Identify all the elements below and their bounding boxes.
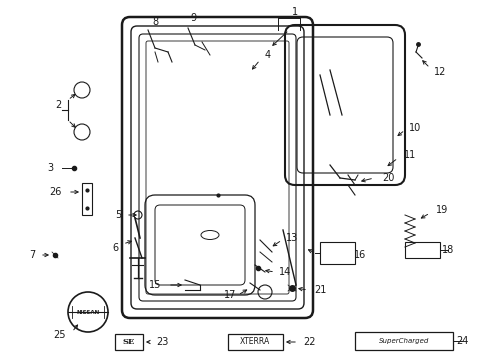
Bar <box>227 334 283 350</box>
Bar <box>404 242 439 258</box>
Text: 6: 6 <box>112 243 118 253</box>
Text: 26: 26 <box>49 187 61 197</box>
Text: 14: 14 <box>278 267 290 277</box>
Bar <box>354 332 452 350</box>
Text: 9: 9 <box>189 13 196 23</box>
Text: 12: 12 <box>433 67 445 77</box>
Text: 7: 7 <box>29 250 35 260</box>
Text: SuperCharged: SuperCharged <box>378 338 428 344</box>
Text: 19: 19 <box>435 205 447 215</box>
Text: 13: 13 <box>285 233 298 243</box>
Bar <box>82 183 92 215</box>
Text: 3: 3 <box>47 163 53 173</box>
Text: 1: 1 <box>291 7 298 17</box>
Text: 24: 24 <box>455 336 467 346</box>
Bar <box>319 242 354 264</box>
Text: 21: 21 <box>313 285 325 295</box>
Text: 22: 22 <box>303 337 316 347</box>
Text: 4: 4 <box>264 50 270 60</box>
Text: 11: 11 <box>403 150 415 160</box>
Text: 2: 2 <box>55 100 61 110</box>
Text: 5: 5 <box>115 210 121 220</box>
Text: 8: 8 <box>152 17 158 27</box>
Text: 20: 20 <box>381 173 393 183</box>
Text: 17: 17 <box>224 290 236 300</box>
Text: 23: 23 <box>156 337 168 347</box>
Text: 16: 16 <box>353 250 366 260</box>
Text: 15: 15 <box>148 280 161 290</box>
Text: XTERRA: XTERRA <box>240 338 269 346</box>
Text: 25: 25 <box>54 330 66 340</box>
Text: SE: SE <box>122 338 135 346</box>
Text: 18: 18 <box>441 245 453 255</box>
Text: 10: 10 <box>408 123 420 133</box>
Bar <box>115 334 142 350</box>
Text: NISSAN: NISSAN <box>76 310 100 315</box>
